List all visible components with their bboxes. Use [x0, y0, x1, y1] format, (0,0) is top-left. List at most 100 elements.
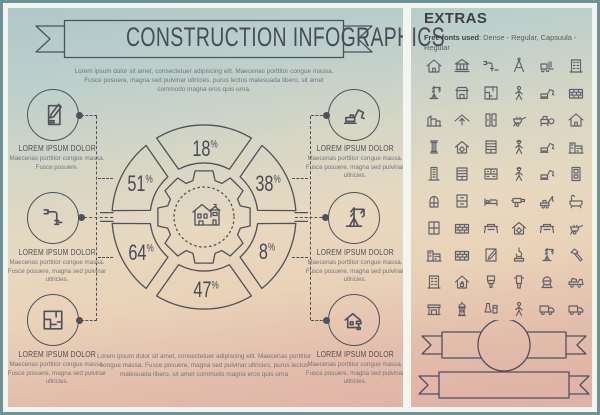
bank-building-icon	[452, 56, 472, 76]
delivery-truck-icon	[537, 299, 557, 319]
ribbon2-tail-left	[418, 375, 440, 395]
pipe-icon	[43, 209, 63, 226]
hammer-icon	[566, 245, 586, 265]
ribbon1-band-right	[525, 331, 567, 359]
floor-plan-icon	[43, 310, 63, 330]
node-text-crane-works: LOREM IPSUM DOLOR Maecenas porttitor con…	[305, 247, 405, 284]
house-security-icon	[452, 272, 472, 292]
footer-paragraph: Lorem ipsum dolor sit amet, consectetuer…	[97, 353, 311, 379]
connector-dot	[323, 112, 330, 119]
pct-top: 18%	[192, 136, 218, 161]
forklift-icon	[537, 56, 557, 76]
wheelbarrow-icon	[566, 218, 586, 238]
floor-plan-icon	[481, 83, 501, 103]
ribbon1-tail-left	[421, 335, 443, 355]
connector	[292, 257, 308, 258]
mobile-crane-icon	[537, 191, 557, 211]
ribbon1-tail-right	[565, 335, 587, 355]
panel-divider	[403, 3, 411, 412]
painter-icon	[509, 299, 529, 319]
pipeline-icon	[481, 56, 501, 76]
open-doors-icon	[481, 110, 501, 130]
school-building-icon	[566, 56, 586, 76]
fonts-used-value: : Dense - Regular, Capsuula - Regular	[424, 33, 577, 52]
wall-unit-icon	[481, 137, 501, 157]
window-blinds-icon	[452, 164, 472, 184]
node-plumbing	[27, 192, 79, 244]
dresser-icon	[452, 191, 472, 211]
pct-lower-right: 8%	[258, 239, 276, 264]
fonts-used-label: Free fonts used	[424, 33, 480, 42]
extras-fonts-note: Free fonts used: Dense - Regular, Capsuu…	[424, 33, 590, 52]
shop-counter-icon	[424, 299, 444, 319]
house-painting-icon	[344, 312, 362, 331]
office-building-icon	[566, 137, 586, 157]
arch-window-icon	[424, 191, 444, 211]
workbench-icon	[481, 218, 501, 238]
digger-icon	[537, 164, 557, 184]
dump-truck-icon	[566, 299, 586, 319]
wheelbarrow-load-icon	[509, 110, 529, 130]
gear-icon	[157, 170, 251, 264]
house-windmill-icon	[424, 56, 444, 76]
drafting-compass-icon	[509, 56, 529, 76]
mixer-truck-icon	[566, 272, 586, 292]
connector	[295, 217, 327, 218]
donut-chart	[100, 124, 308, 310]
connector-left-vertical	[96, 116, 97, 321]
connector-dot	[322, 214, 329, 221]
node-crane-works	[328, 192, 380, 244]
brick-building-icon	[566, 83, 586, 103]
ribbon1-circle-badge	[477, 320, 531, 372]
door-panel-icon	[566, 164, 586, 184]
extras-heading: EXTRAS	[424, 10, 488, 27]
window-frame-icon	[424, 218, 444, 238]
bedroom-set-icon	[481, 191, 501, 211]
connector	[98, 257, 113, 258]
node-text-excavation: LOREM IPSUM DOLOR Maecenas porttitor con…	[305, 143, 405, 180]
connector-dot	[76, 317, 83, 324]
ribbon-tail-right	[342, 25, 373, 53]
masonry-wall-icon	[452, 245, 472, 265]
power-drill-icon	[509, 191, 529, 211]
intro-paragraph: Lorem ipsum dolor sit amet, consectetuer…	[74, 68, 334, 94]
bathroom-unit-icon	[566, 191, 586, 211]
connector	[81, 320, 97, 321]
node-text-renovation: LOREM IPSUM DOLOR Maecenas porttitor con…	[305, 349, 405, 386]
node-text-floor-plan: LOREM IPSUM DOLOR Maecenas porttitor con…	[7, 349, 107, 386]
node-text-plumbing: LOREM IPSUM DOLOR Maecenas porttitor con…	[7, 247, 107, 284]
smart-home-icon	[452, 137, 472, 157]
worker-with-dog-icon	[509, 83, 529, 103]
brick-wall-icon	[452, 218, 472, 238]
connector	[81, 115, 97, 116]
pct-lower-left: 64%	[128, 240, 154, 265]
node-design	[27, 89, 79, 141]
connector-right-vertical	[310, 116, 311, 320]
ribbon-badges	[418, 320, 590, 399]
hotel-building-icon	[424, 245, 444, 265]
ribbon-tail-left	[35, 25, 66, 53]
ribbon1-band-left	[441, 331, 483, 359]
fire-hydrant-icon	[452, 299, 472, 319]
pct-upper-left: 51%	[127, 171, 153, 196]
paint-roller-icon	[509, 272, 529, 292]
kitchen-cabinet-icon	[481, 164, 501, 184]
skyscraper-icon	[424, 164, 444, 184]
ribbon2-band	[438, 371, 570, 399]
ribbon2-tail-right	[568, 375, 590, 395]
connector	[292, 178, 308, 179]
worker-safety-icon	[509, 164, 529, 184]
road-roller-icon	[537, 110, 557, 130]
node-excavation	[328, 89, 380, 141]
paint-brush-icon	[481, 272, 501, 292]
ruined-building-icon	[424, 110, 444, 130]
banner-rect	[63, 19, 345, 59]
apartment-building-icon	[424, 272, 444, 292]
toolkit-icon	[481, 299, 501, 319]
connector-dot	[78, 214, 85, 221]
design-sketch-icon	[481, 245, 501, 265]
column-icon	[424, 137, 444, 157]
connector	[98, 178, 113, 179]
connector-dot	[76, 112, 83, 119]
